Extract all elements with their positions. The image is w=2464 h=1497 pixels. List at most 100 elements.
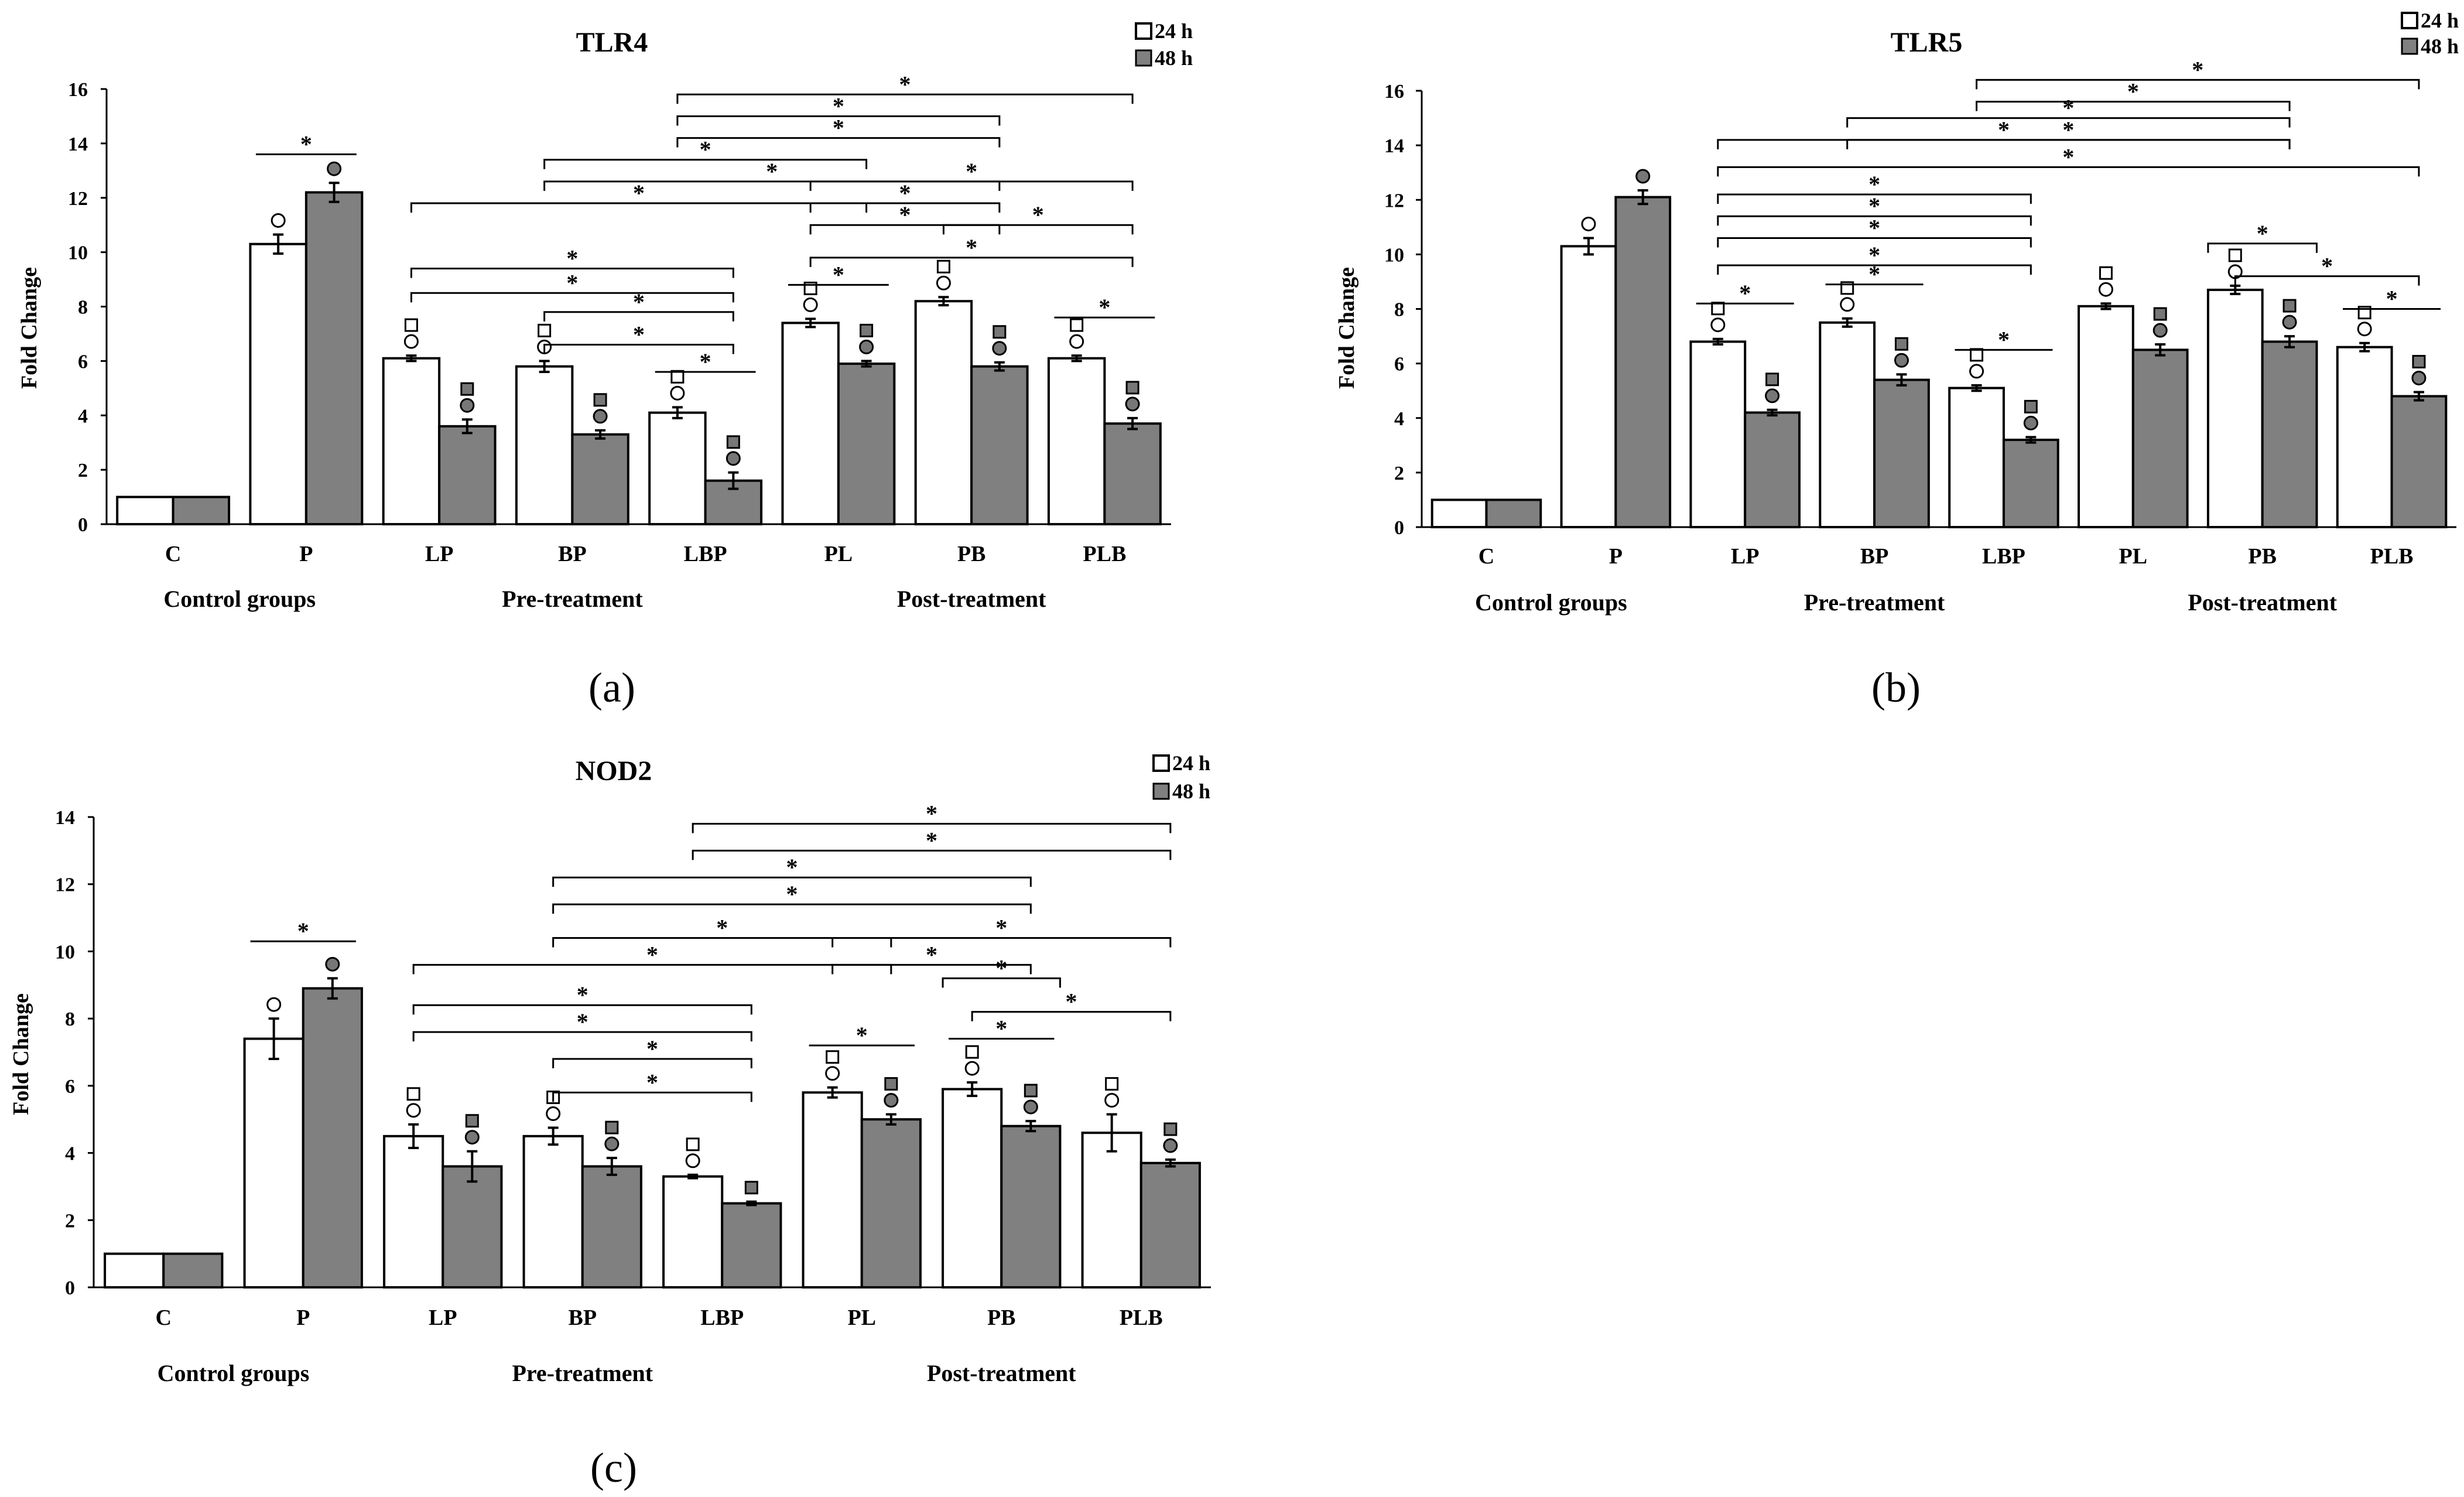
significance-asterisk: *	[716, 914, 728, 941]
significance-asterisk: *	[995, 955, 1007, 981]
bar-PB-24h	[914, 300, 973, 526]
error-bars	[268, 977, 1176, 1207]
bar-P-24h	[243, 1037, 304, 1288]
marker-open-circle	[266, 997, 282, 1012]
marker-filled-circle	[1163, 1138, 1178, 1153]
legend-label-48h: 48 h	[1172, 780, 1210, 803]
significance-bracket	[1717, 237, 2032, 248]
error-bars	[273, 182, 1138, 490]
significance-asterisk: *	[646, 1069, 658, 1095]
marker-open-circle	[1969, 364, 1984, 379]
legend-label-48h: 48 h	[2421, 35, 2459, 58]
significance-asterisk: *	[646, 941, 658, 968]
marker-filled-circle	[725, 451, 741, 466]
x-category-label: PLB	[1083, 542, 1126, 566]
significance-bracket	[1976, 78, 2420, 90]
marker-open-circle	[685, 1153, 700, 1168]
x-category-label: PB	[957, 542, 986, 566]
group-label: Control groups	[158, 1360, 310, 1386]
significance-asterisk: *	[786, 854, 798, 880]
legend-label-24h: 24 h	[1155, 19, 1193, 43]
bar-PL-24h	[781, 322, 840, 525]
marker-filled-circle	[2411, 371, 2427, 386]
significance-bracket	[1846, 117, 2291, 128]
x-category-label: C	[165, 542, 181, 566]
bar-BP-48h	[581, 1165, 642, 1288]
marker-open-square	[1711, 302, 1725, 316]
bar-C-48h	[172, 495, 231, 525]
y-tick-label: 12	[68, 188, 88, 210]
y-tick-label: 10	[55, 941, 75, 963]
y-tick-label: 0	[78, 514, 88, 536]
x-category-label: P	[1609, 544, 1623, 569]
bar-P-48h	[1614, 196, 1672, 528]
y-tick-label: 6	[78, 351, 88, 372]
group-label: Post-treatment	[897, 586, 1046, 612]
x-category-label: BP	[568, 1305, 597, 1330]
marker-filled-square	[1765, 372, 1779, 387]
y-tick-label: 4	[65, 1143, 75, 1165]
marker-filled-square	[460, 382, 474, 396]
bar-LP-48h	[442, 1165, 503, 1288]
significance-asterisk: *	[1868, 214, 1880, 241]
bar-PB-48h	[1000, 1125, 1062, 1288]
marker-open-circle	[2098, 282, 2113, 297]
marker-open-square	[936, 259, 950, 274]
marker-filled-circle	[859, 339, 874, 354]
legend-swatch-48h	[1135, 49, 1152, 67]
significance-bracket	[543, 311, 734, 322]
significance-bracket	[2207, 242, 2318, 253]
significance-bracket	[1846, 139, 2291, 149]
panel-label: (b)	[1871, 664, 1921, 711]
significance-bracket	[1717, 193, 2032, 204]
bar-BP-24h	[522, 1134, 584, 1288]
y-axis-ticks: 0 2 4 6 8 10 12 14 16	[68, 79, 107, 536]
error-bars	[1583, 189, 2424, 444]
significance-asterisk: *	[1868, 242, 1880, 268]
marker-filled-square	[2282, 299, 2297, 313]
significance-bracket	[552, 903, 1032, 914]
significance-bracket	[543, 159, 868, 169]
significance-bracket	[543, 180, 1001, 191]
x-category-label: C	[1479, 544, 1494, 569]
marker-filled-circle	[325, 956, 340, 972]
significance-asterisk: *	[633, 180, 645, 206]
significance-asterisk: *	[566, 269, 578, 296]
y-tick-label: 14	[55, 807, 75, 829]
marker-open-circle	[1710, 317, 1726, 333]
marker-filled-square	[593, 393, 607, 407]
marker-filled-circle	[2152, 323, 2168, 338]
x-category-label: PL	[847, 1305, 876, 1330]
significance-bracket	[831, 963, 1032, 975]
legend-swatch-48h	[1152, 782, 1170, 800]
significance-bracket	[831, 937, 1172, 948]
significance-bracket	[412, 1004, 752, 1015]
significance-bracket	[543, 344, 734, 354]
significance-asterisk: *	[2386, 286, 2398, 312]
marker-open-circle	[403, 334, 419, 349]
significance-asterisk: *	[833, 93, 844, 119]
marker-filled-square	[1125, 381, 1139, 395]
x-category-label: BP	[558, 542, 587, 566]
significance-asterisk: *	[1098, 294, 1110, 320]
significance-asterisk: *	[1032, 201, 1044, 228]
bar-PL-48h	[860, 1118, 922, 1288]
significance-asterisk: *	[1739, 280, 1751, 306]
significance-bracket	[412, 963, 892, 975]
legend-label-24h: 24 h	[1172, 751, 1210, 775]
marker-filled-circle	[2282, 315, 2297, 330]
significance-bracket	[676, 137, 1001, 148]
bar-LBP-48h	[2002, 439, 2059, 528]
significance-asterisk: *	[2062, 117, 2074, 143]
marker-open-circle	[406, 1103, 421, 1118]
bar-PLB-24h	[2336, 346, 2393, 528]
bar-C-48h	[1485, 498, 1542, 528]
marker-filled-circle	[1635, 169, 1651, 184]
significance-asterisk: *	[633, 289, 645, 315]
significance-bracket	[552, 876, 1032, 887]
marker-filled-square	[1894, 337, 1908, 351]
significance-asterisk: *	[899, 180, 911, 206]
significance-bracket	[1717, 264, 2032, 275]
panel-label: (c)	[590, 1444, 637, 1491]
significance-asterisk: *	[577, 1009, 588, 1035]
